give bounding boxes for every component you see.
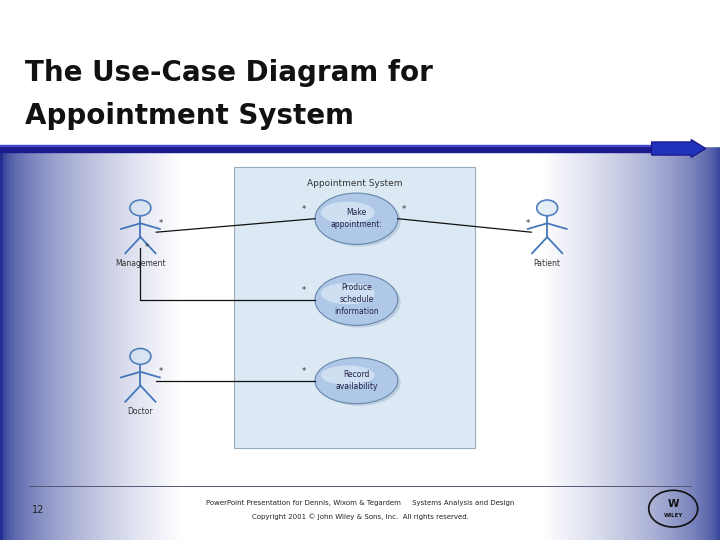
Text: PowerPoint Presentation for Dennis, Wixom & Tegardem     Systems Analysis and De: PowerPoint Presentation for Dennis, Wixo… [206, 500, 514, 507]
Text: W: W [667, 500, 679, 509]
Ellipse shape [318, 276, 400, 327]
Text: WILEY: WILEY [664, 513, 683, 518]
Text: Make
appointment:: Make appointment: [330, 208, 382, 229]
Text: *: * [158, 367, 163, 376]
Ellipse shape [315, 274, 397, 325]
Text: Copyright 2001 © John Wiley & Sons, Inc.  All rights reserved.: Copyright 2001 © John Wiley & Sons, Inc.… [251, 513, 469, 519]
Circle shape [130, 349, 150, 364]
Text: *: * [302, 205, 306, 214]
FancyBboxPatch shape [234, 167, 475, 448]
Ellipse shape [315, 357, 397, 404]
Circle shape [537, 200, 557, 215]
Ellipse shape [318, 360, 400, 406]
Text: Produce
schedule
information: Produce schedule information [334, 284, 379, 316]
Text: Patient: Patient [534, 259, 561, 268]
Text: Doctor: Doctor [127, 407, 153, 416]
Text: The Use-Case Diagram for: The Use-Case Diagram for [25, 59, 433, 87]
Text: *: * [302, 367, 306, 376]
Text: 12: 12 [32, 505, 45, 515]
Text: *: * [302, 286, 306, 295]
Text: Management: Management [115, 259, 166, 268]
Ellipse shape [321, 202, 374, 224]
Ellipse shape [315, 193, 397, 244]
Text: *: * [145, 243, 149, 252]
Ellipse shape [318, 195, 400, 246]
Text: *: * [158, 219, 163, 228]
Text: Record
availability: Record availability [335, 370, 378, 391]
FancyArrow shape [652, 140, 706, 158]
Ellipse shape [321, 366, 374, 385]
Text: *: * [526, 219, 530, 228]
Ellipse shape [321, 283, 374, 305]
Circle shape [130, 200, 150, 215]
Text: *: * [402, 205, 405, 214]
Text: Appointment System: Appointment System [25, 102, 354, 130]
Text: Appointment System: Appointment System [307, 179, 402, 188]
